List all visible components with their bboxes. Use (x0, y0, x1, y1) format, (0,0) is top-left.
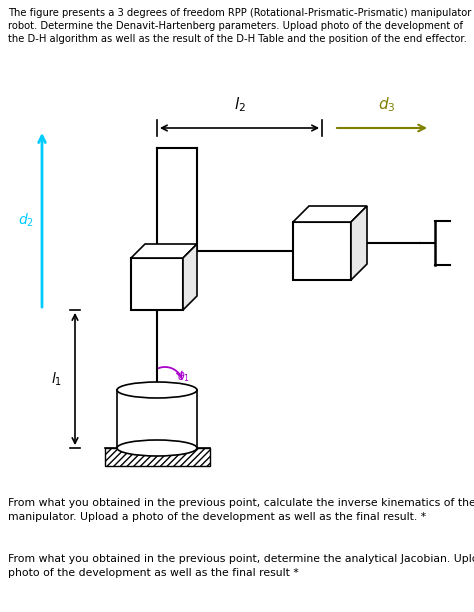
Bar (105, 448, 210, 466)
Text: From what you obtained in the previous point, calculate the inverse kinematics o: From what you obtained in the previous p… (8, 498, 474, 522)
Bar (117, 390, 197, 448)
Text: $\theta_1$: $\theta_1$ (177, 370, 190, 384)
Ellipse shape (117, 440, 197, 456)
Text: $l_2$: $l_2$ (234, 95, 246, 114)
Text: $d_3$: $d_3$ (378, 95, 396, 114)
Bar (293, 222, 351, 280)
Polygon shape (131, 244, 197, 258)
Polygon shape (293, 206, 367, 222)
Polygon shape (183, 244, 197, 310)
Text: From what you obtained in the previous point, determine the analytical Jacobian.: From what you obtained in the previous p… (8, 554, 474, 578)
Bar (131, 258, 183, 310)
Text: $d_2$: $d_2$ (18, 211, 34, 229)
Polygon shape (351, 206, 367, 280)
Ellipse shape (117, 382, 197, 398)
Text: The figure presents a 3 degrees of freedom RPP (Rotational-Prismatic-Prismatic) : The figure presents a 3 degrees of freed… (8, 8, 471, 45)
Text: $l_1$: $l_1$ (52, 370, 63, 387)
